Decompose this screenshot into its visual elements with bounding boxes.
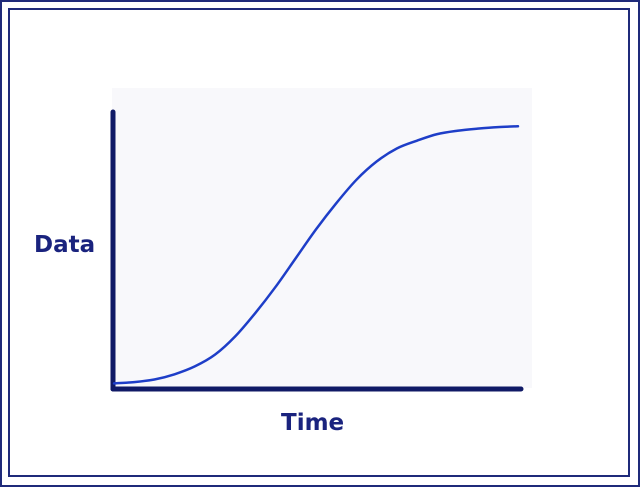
x-axis-label: Time [281, 410, 345, 436]
series-line-0 [112, 125, 520, 385]
y-axis-label: Data [34, 232, 96, 258]
plot-area [112, 88, 532, 388]
